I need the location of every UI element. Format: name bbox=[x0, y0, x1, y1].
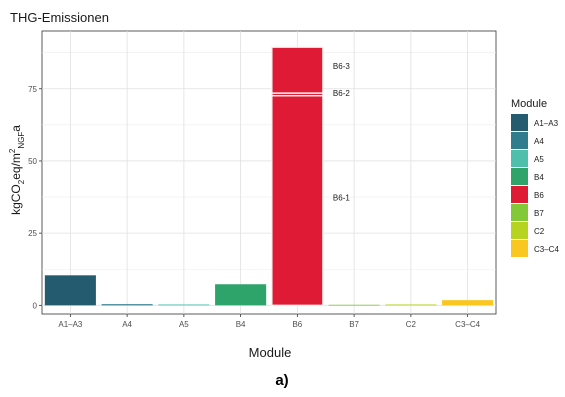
chart-title: THG-Emissionen bbox=[10, 10, 109, 25]
segment-label-b6-3: B6-3 bbox=[333, 62, 350, 71]
figure-caption: a) bbox=[275, 372, 288, 389]
y-axis-title-base: kgCO bbox=[9, 184, 23, 215]
segment-label-b6-1: B6-1 bbox=[333, 194, 350, 203]
bar-segment-b6-1 bbox=[271, 94, 324, 307]
legend-swatch-a1-a3 bbox=[511, 114, 528, 131]
legend-label: B4 bbox=[534, 173, 544, 182]
x-tick-label: C3–C4 bbox=[455, 320, 480, 329]
legend-swatch-b6 bbox=[511, 186, 528, 203]
x-tick-label: A5 bbox=[179, 320, 189, 329]
x-tick-label: A1–A3 bbox=[58, 320, 83, 329]
y-axis: 0 25 50 75 bbox=[28, 85, 42, 310]
bar-c3-c4 bbox=[442, 300, 494, 306]
bar-a5 bbox=[158, 304, 210, 306]
x-axis: A1–A3 A4 A5 B4 B6 B7 C2 C3–C4 bbox=[58, 314, 481, 329]
y-tick-label: 0 bbox=[33, 301, 38, 310]
y-axis-title-sub2: NGF bbox=[17, 132, 26, 149]
bar-a4 bbox=[101, 304, 153, 306]
legend-swatch-a5 bbox=[511, 150, 528, 167]
legend-swatch-b7 bbox=[511, 204, 528, 221]
y-axis-title-sub1: 2 bbox=[17, 179, 26, 184]
y-tick-label: 50 bbox=[28, 157, 37, 166]
y-axis-title-end: a bbox=[9, 125, 23, 132]
plot-area: B6-1 B6-2 B6-3 bbox=[41, 30, 497, 315]
x-tick-label: A4 bbox=[122, 320, 132, 329]
legend-swatch-c3-c4 bbox=[511, 240, 528, 257]
bar-b4 bbox=[215, 284, 267, 306]
segment-label-b6-2: B6-2 bbox=[333, 89, 350, 98]
bar-segment-b6-3 bbox=[271, 46, 324, 94]
y-tick-label: 75 bbox=[28, 85, 37, 94]
bar-a1-a3 bbox=[44, 275, 96, 306]
legend-label: C2 bbox=[534, 227, 545, 236]
legend-label: A5 bbox=[534, 155, 544, 164]
legend-label: A4 bbox=[534, 137, 544, 146]
legend-swatch-a4 bbox=[511, 132, 528, 149]
y-axis-title-mid: eq/m bbox=[9, 153, 23, 180]
y-tick-label: 25 bbox=[28, 229, 37, 238]
y-axis-title-sup: 2 bbox=[8, 148, 17, 153]
legend-swatch-c2 bbox=[511, 222, 528, 239]
legend-label: B7 bbox=[534, 209, 544, 218]
x-tick-label: B7 bbox=[349, 320, 359, 329]
legend-swatch-b4 bbox=[511, 168, 528, 185]
x-tick-label: C2 bbox=[406, 320, 417, 329]
y-axis-title: kgCO2eq/m2NGFa bbox=[8, 125, 26, 215]
bar-c2 bbox=[385, 304, 437, 306]
legend-title: Module bbox=[511, 98, 547, 110]
legend: Module A1–A3 A4 A5 B4 B6 B7 C2 C3–C4 bbox=[511, 98, 559, 257]
x-axis-title: Module bbox=[249, 345, 292, 360]
plot-panel bbox=[41, 30, 497, 315]
legend-label: A1–A3 bbox=[534, 119, 559, 128]
bar-b7 bbox=[328, 304, 380, 306]
legend-label: B6 bbox=[534, 191, 544, 200]
x-tick-label: B6 bbox=[292, 320, 302, 329]
x-tick-label: B4 bbox=[236, 320, 246, 329]
legend-label: C3–C4 bbox=[534, 245, 559, 254]
